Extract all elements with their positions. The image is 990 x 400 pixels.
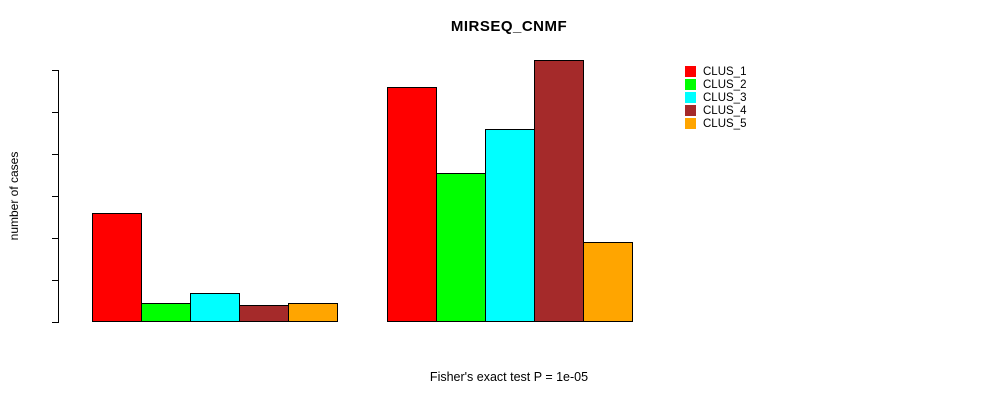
legend-item-clus_2: CLUS_2 xyxy=(685,78,746,91)
y-axis-label: number of cases xyxy=(7,151,21,241)
bar-clus_1-group1 xyxy=(92,212,142,322)
legend-label: CLUS_4 xyxy=(703,104,747,117)
bar-clus_3-group1 xyxy=(190,292,240,322)
legend-swatch-clus_1 xyxy=(685,66,696,77)
legend: CLUS_1 CLUS_2 CLUS_3 CLUS_4 CLUS_5 xyxy=(685,65,746,130)
legend-item-clus_5: CLUS_5 xyxy=(685,117,746,130)
legend-swatch-clus_2 xyxy=(685,79,696,90)
chart-title: MIRSEQ_CNMF xyxy=(450,18,568,35)
y-tick-mark xyxy=(52,112,58,113)
legend-item-clus_4: CLUS_4 xyxy=(685,104,746,117)
legend-item-clus_1: CLUS_1 xyxy=(685,65,746,78)
bar-clus_2-group2 xyxy=(436,172,486,322)
bar-clus_3-group2 xyxy=(485,128,535,322)
y-tick-mark xyxy=(52,280,58,281)
y-axis-line xyxy=(58,70,59,323)
legend-swatch-clus_4 xyxy=(685,105,696,116)
legend-label: CLUS_2 xyxy=(703,78,747,91)
legend-item-clus_3: CLUS_3 xyxy=(685,91,746,104)
bar-clus_5-group1 xyxy=(288,303,338,322)
y-tick-mark xyxy=(52,70,58,71)
bar-clus_5-group2 xyxy=(583,242,633,322)
bar-clus_1-group2 xyxy=(387,86,437,322)
y-tick-mark xyxy=(52,196,58,197)
bar-clus_4-group2 xyxy=(534,59,584,322)
annotation-text: Fisher's exact test P = 1e-05 xyxy=(429,370,589,384)
y-tick-mark xyxy=(52,154,58,155)
bar-clus_4-group1 xyxy=(239,305,289,322)
y-tick-mark xyxy=(52,238,58,239)
legend-swatch-clus_5 xyxy=(685,118,696,129)
legend-swatch-clus_3 xyxy=(685,92,696,103)
bar-clus_2-group1 xyxy=(141,303,191,322)
y-tick-mark xyxy=(52,322,58,323)
legend-label: CLUS_1 xyxy=(703,65,747,78)
legend-label: CLUS_3 xyxy=(703,91,747,104)
legend-label: CLUS_5 xyxy=(703,117,747,130)
